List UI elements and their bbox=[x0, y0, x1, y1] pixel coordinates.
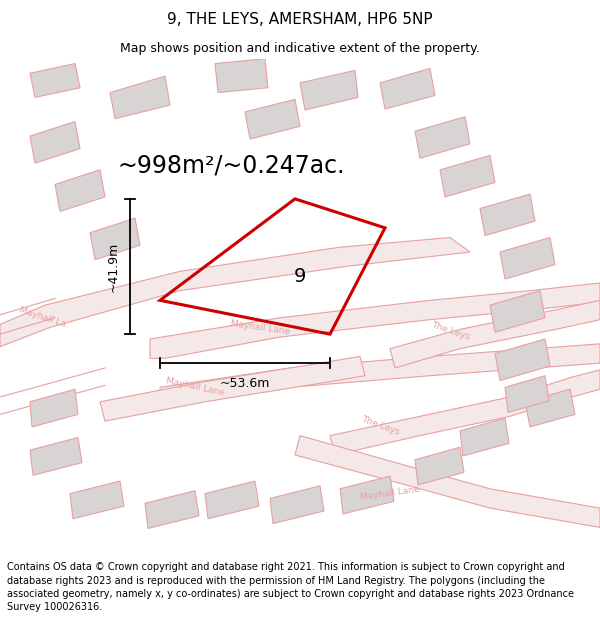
Polygon shape bbox=[70, 481, 124, 519]
Text: The Leys: The Leys bbox=[360, 415, 401, 437]
Text: Mayhall Lane: Mayhall Lane bbox=[230, 319, 290, 336]
Polygon shape bbox=[525, 389, 575, 427]
Polygon shape bbox=[500, 238, 555, 279]
Polygon shape bbox=[340, 476, 394, 514]
Polygon shape bbox=[110, 76, 170, 119]
Polygon shape bbox=[300, 71, 358, 110]
Polygon shape bbox=[415, 117, 470, 158]
Polygon shape bbox=[0, 238, 470, 347]
Polygon shape bbox=[495, 339, 550, 381]
Text: ~41.9m: ~41.9m bbox=[107, 241, 120, 292]
Polygon shape bbox=[440, 156, 495, 197]
Polygon shape bbox=[505, 376, 549, 413]
Polygon shape bbox=[330, 370, 600, 455]
Text: Contains OS data © Crown copyright and database right 2021. This information is : Contains OS data © Crown copyright and d… bbox=[7, 562, 574, 612]
Text: Mayhall Lane: Mayhall Lane bbox=[165, 377, 226, 398]
Text: The Leys: The Leys bbox=[430, 321, 471, 342]
Text: Mayhall La.: Mayhall La. bbox=[18, 306, 70, 330]
Text: Mayhall Lane: Mayhall Lane bbox=[360, 485, 421, 502]
Polygon shape bbox=[480, 194, 535, 236]
Text: ~998m²/~0.247ac.: ~998m²/~0.247ac. bbox=[118, 153, 346, 177]
Polygon shape bbox=[30, 438, 82, 475]
Polygon shape bbox=[30, 64, 80, 98]
Polygon shape bbox=[30, 389, 78, 427]
Polygon shape bbox=[30, 121, 80, 163]
Text: 9: 9 bbox=[294, 267, 306, 286]
Text: 9, THE LEYS, AMERSHAM, HP6 5NP: 9, THE LEYS, AMERSHAM, HP6 5NP bbox=[167, 12, 433, 27]
Text: Map shows position and indicative extent of the property.: Map shows position and indicative extent… bbox=[120, 42, 480, 55]
Polygon shape bbox=[100, 356, 365, 421]
Polygon shape bbox=[390, 301, 600, 368]
Polygon shape bbox=[245, 99, 300, 139]
Polygon shape bbox=[415, 448, 464, 485]
Polygon shape bbox=[295, 436, 600, 528]
Polygon shape bbox=[270, 486, 324, 524]
Polygon shape bbox=[145, 491, 199, 528]
Text: ~53.6m: ~53.6m bbox=[220, 377, 270, 389]
Polygon shape bbox=[90, 218, 140, 260]
Polygon shape bbox=[380, 68, 435, 109]
Polygon shape bbox=[150, 283, 600, 358]
Polygon shape bbox=[160, 344, 600, 407]
Polygon shape bbox=[460, 418, 509, 456]
Polygon shape bbox=[490, 291, 545, 332]
Polygon shape bbox=[55, 170, 105, 211]
Polygon shape bbox=[205, 481, 259, 519]
Polygon shape bbox=[215, 59, 268, 92]
